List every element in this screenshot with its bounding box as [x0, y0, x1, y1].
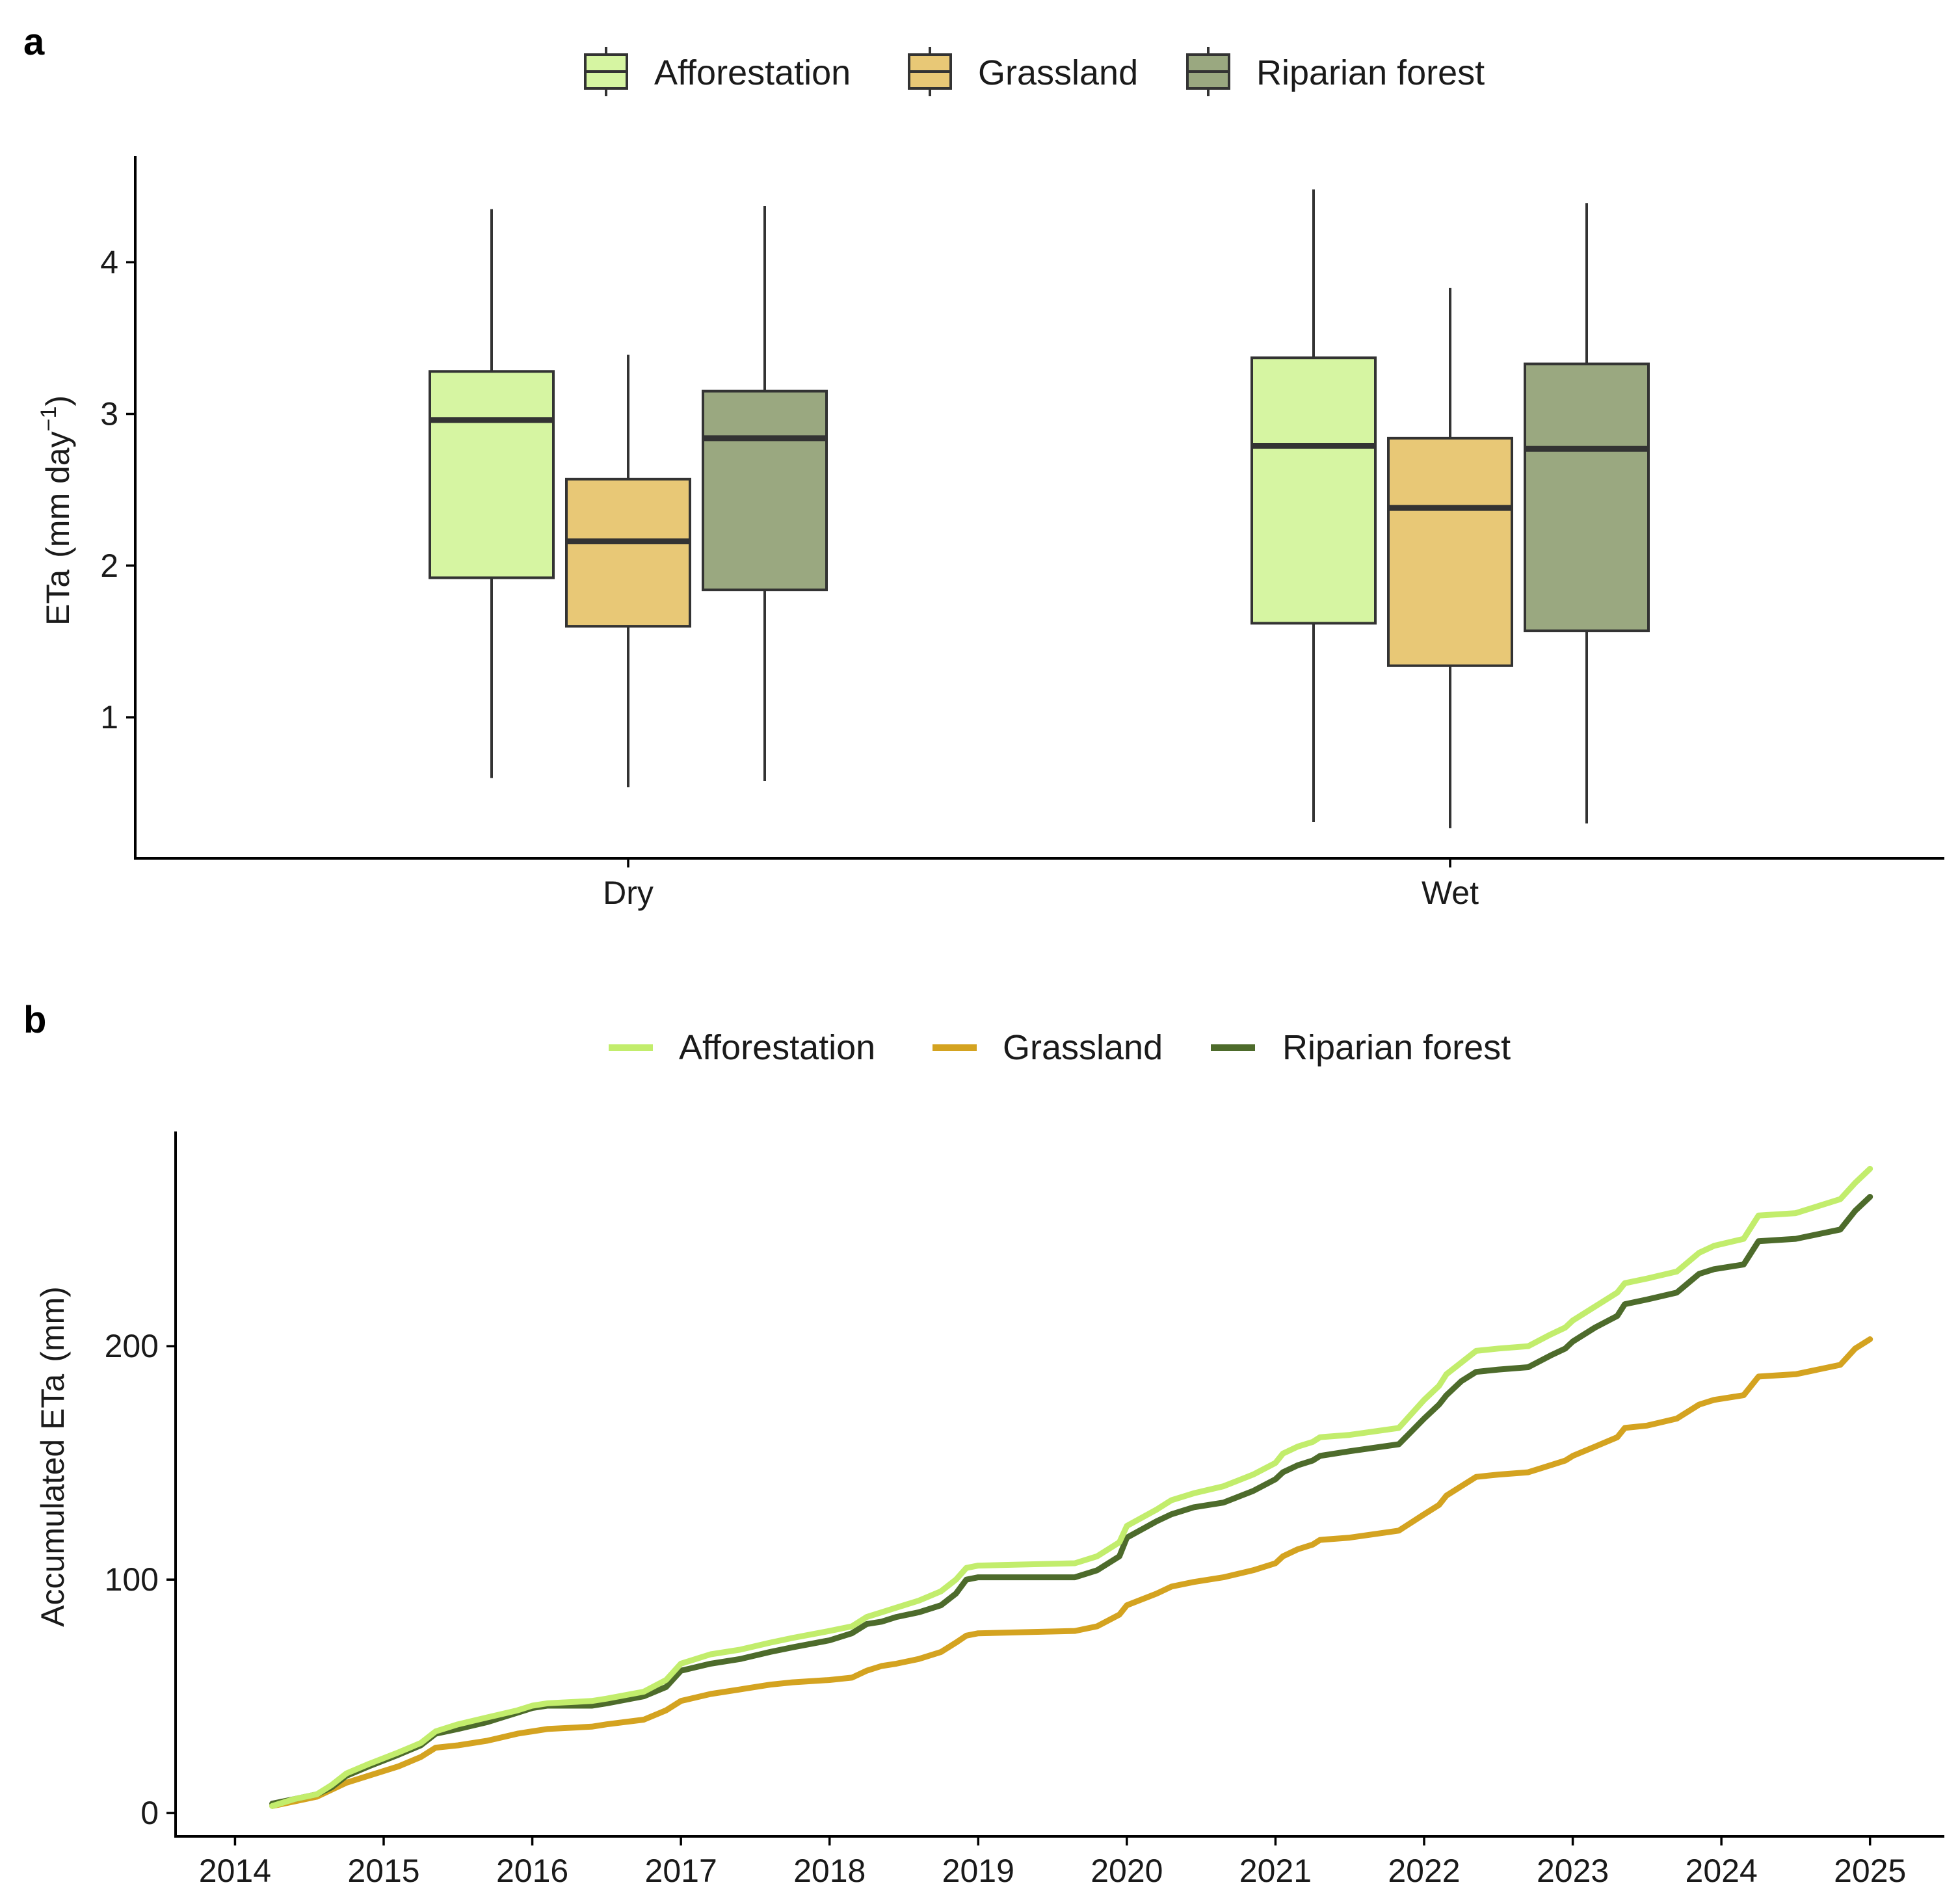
legend-a: Afforestation Grassland Riparian forest — [584, 47, 1485, 96]
x-axis-ticks-a: Dry Wet — [603, 858, 1479, 911]
x-tick-label-2022: 2022 — [1388, 1853, 1460, 1889]
box-afforestation-dry — [429, 209, 555, 778]
legend-b-item-riparian-forest: Riparian forest — [1211, 1028, 1511, 1067]
box-riparian-forest-dry — [702, 205, 828, 782]
y-axis-ticks-a: 1 2 3 4 — [100, 244, 135, 735]
x-tick-label-dry: Dry — [603, 875, 654, 911]
line-afforestation — [269, 1165, 1873, 1809]
y-axis-title-a: ETa (mm day−1) — [36, 395, 76, 626]
box-iqr — [1250, 356, 1377, 625]
x-tick-label-2025: 2025 — [1834, 1853, 1906, 1889]
box-riparian-forest-wet — [1524, 203, 1650, 824]
legend-a-item-riparian-forest: Riparian forest — [1186, 47, 1485, 96]
y-axis-ticks-b: 0 100 200 — [105, 1328, 176, 1831]
box-afforestation-wet — [1250, 189, 1377, 823]
y-axis-title-a-close: ) — [40, 395, 76, 406]
x-tick-label-2020: 2020 — [1091, 1853, 1163, 1889]
legend-b: Afforestation Grassland Riparian forest — [609, 1028, 1511, 1067]
x-tick-label-2016: 2016 — [496, 1853, 568, 1889]
legend-a-item-grassland: Grassland — [908, 47, 1138, 96]
legend-b-item-grassland: Grassland — [933, 1028, 1163, 1067]
line-grassland — [269, 1336, 1873, 1809]
y-axis-title-b-units: (mm) — [34, 1286, 71, 1362]
y-tick-label-b: 200 — [105, 1328, 159, 1364]
legend-b-label-afforestation: Afforestation — [679, 1028, 875, 1067]
x-tick-label-2021: 2021 — [1239, 1853, 1312, 1889]
legend-a-item-afforestation: Afforestation — [584, 47, 851, 96]
y-axis-title-a-units: (mm day — [40, 431, 76, 557]
x-tick-label-2024: 2024 — [1686, 1853, 1758, 1889]
y-tick-label-a: 2 — [100, 548, 118, 584]
y-tick-label-b: 0 — [140, 1795, 159, 1831]
legend-b-label-grassland: Grassland — [1003, 1028, 1163, 1067]
box-iqr — [565, 477, 691, 628]
box-iqr — [1524, 362, 1650, 633]
x-tick-label-2017: 2017 — [645, 1853, 717, 1889]
x-tick-label-2018: 2018 — [793, 1853, 866, 1889]
panel-label-b: b — [23, 999, 46, 1041]
legend-b-item-afforestation: Afforestation — [609, 1028, 875, 1067]
x-tick-label-2015: 2015 — [347, 1853, 419, 1889]
panel-label-a: a — [23, 21, 45, 63]
y-tick-label-a: 1 — [100, 699, 118, 735]
box-iqr — [429, 370, 555, 579]
legend-a-label-grassland: Grassland — [978, 53, 1138, 92]
x-tick-label-2014: 2014 — [199, 1853, 271, 1889]
boxplots-a — [429, 189, 1650, 828]
y-tick-label-b: 100 — [105, 1561, 159, 1598]
y-tick-label-a: 3 — [100, 396, 118, 432]
x-tick-label-2023: 2023 — [1537, 1853, 1609, 1889]
box-grassland-wet — [1387, 287, 1513, 828]
box-iqr — [1387, 436, 1513, 667]
y-axis-title-b: Accumulated ETa (mm) — [34, 1286, 71, 1627]
x-tick-label-wet: Wet — [1422, 875, 1479, 911]
lines-b — [269, 1165, 1873, 1809]
box-iqr — [702, 390, 828, 592]
panel-a: a Afforestation Grassland — [23, 21, 1944, 911]
y-axis-title-b-main: Accumulated ETa — [34, 1374, 71, 1627]
y-axis-title-a-exponent: −1 — [36, 406, 61, 432]
legend-b-label-riparian-forest: Riparian forest — [1282, 1028, 1511, 1067]
panel-b: b Afforestation Grassland Riparian fores… — [23, 999, 1944, 1889]
x-tick-label-2019: 2019 — [942, 1853, 1014, 1889]
legend-a-label-afforestation: Afforestation — [654, 53, 851, 92]
x-axis-ticks-b: 2014 2015 2016 2017 2018 2019 2020 2021 2022 2023… — [199, 1836, 1906, 1889]
y-tick-label-a: 4 — [100, 244, 118, 280]
legend-a-label-riparian-forest: Riparian forest — [1256, 53, 1485, 92]
box-grassland-dry — [565, 354, 691, 787]
y-axis-title-a-main: ETa — [40, 570, 76, 626]
